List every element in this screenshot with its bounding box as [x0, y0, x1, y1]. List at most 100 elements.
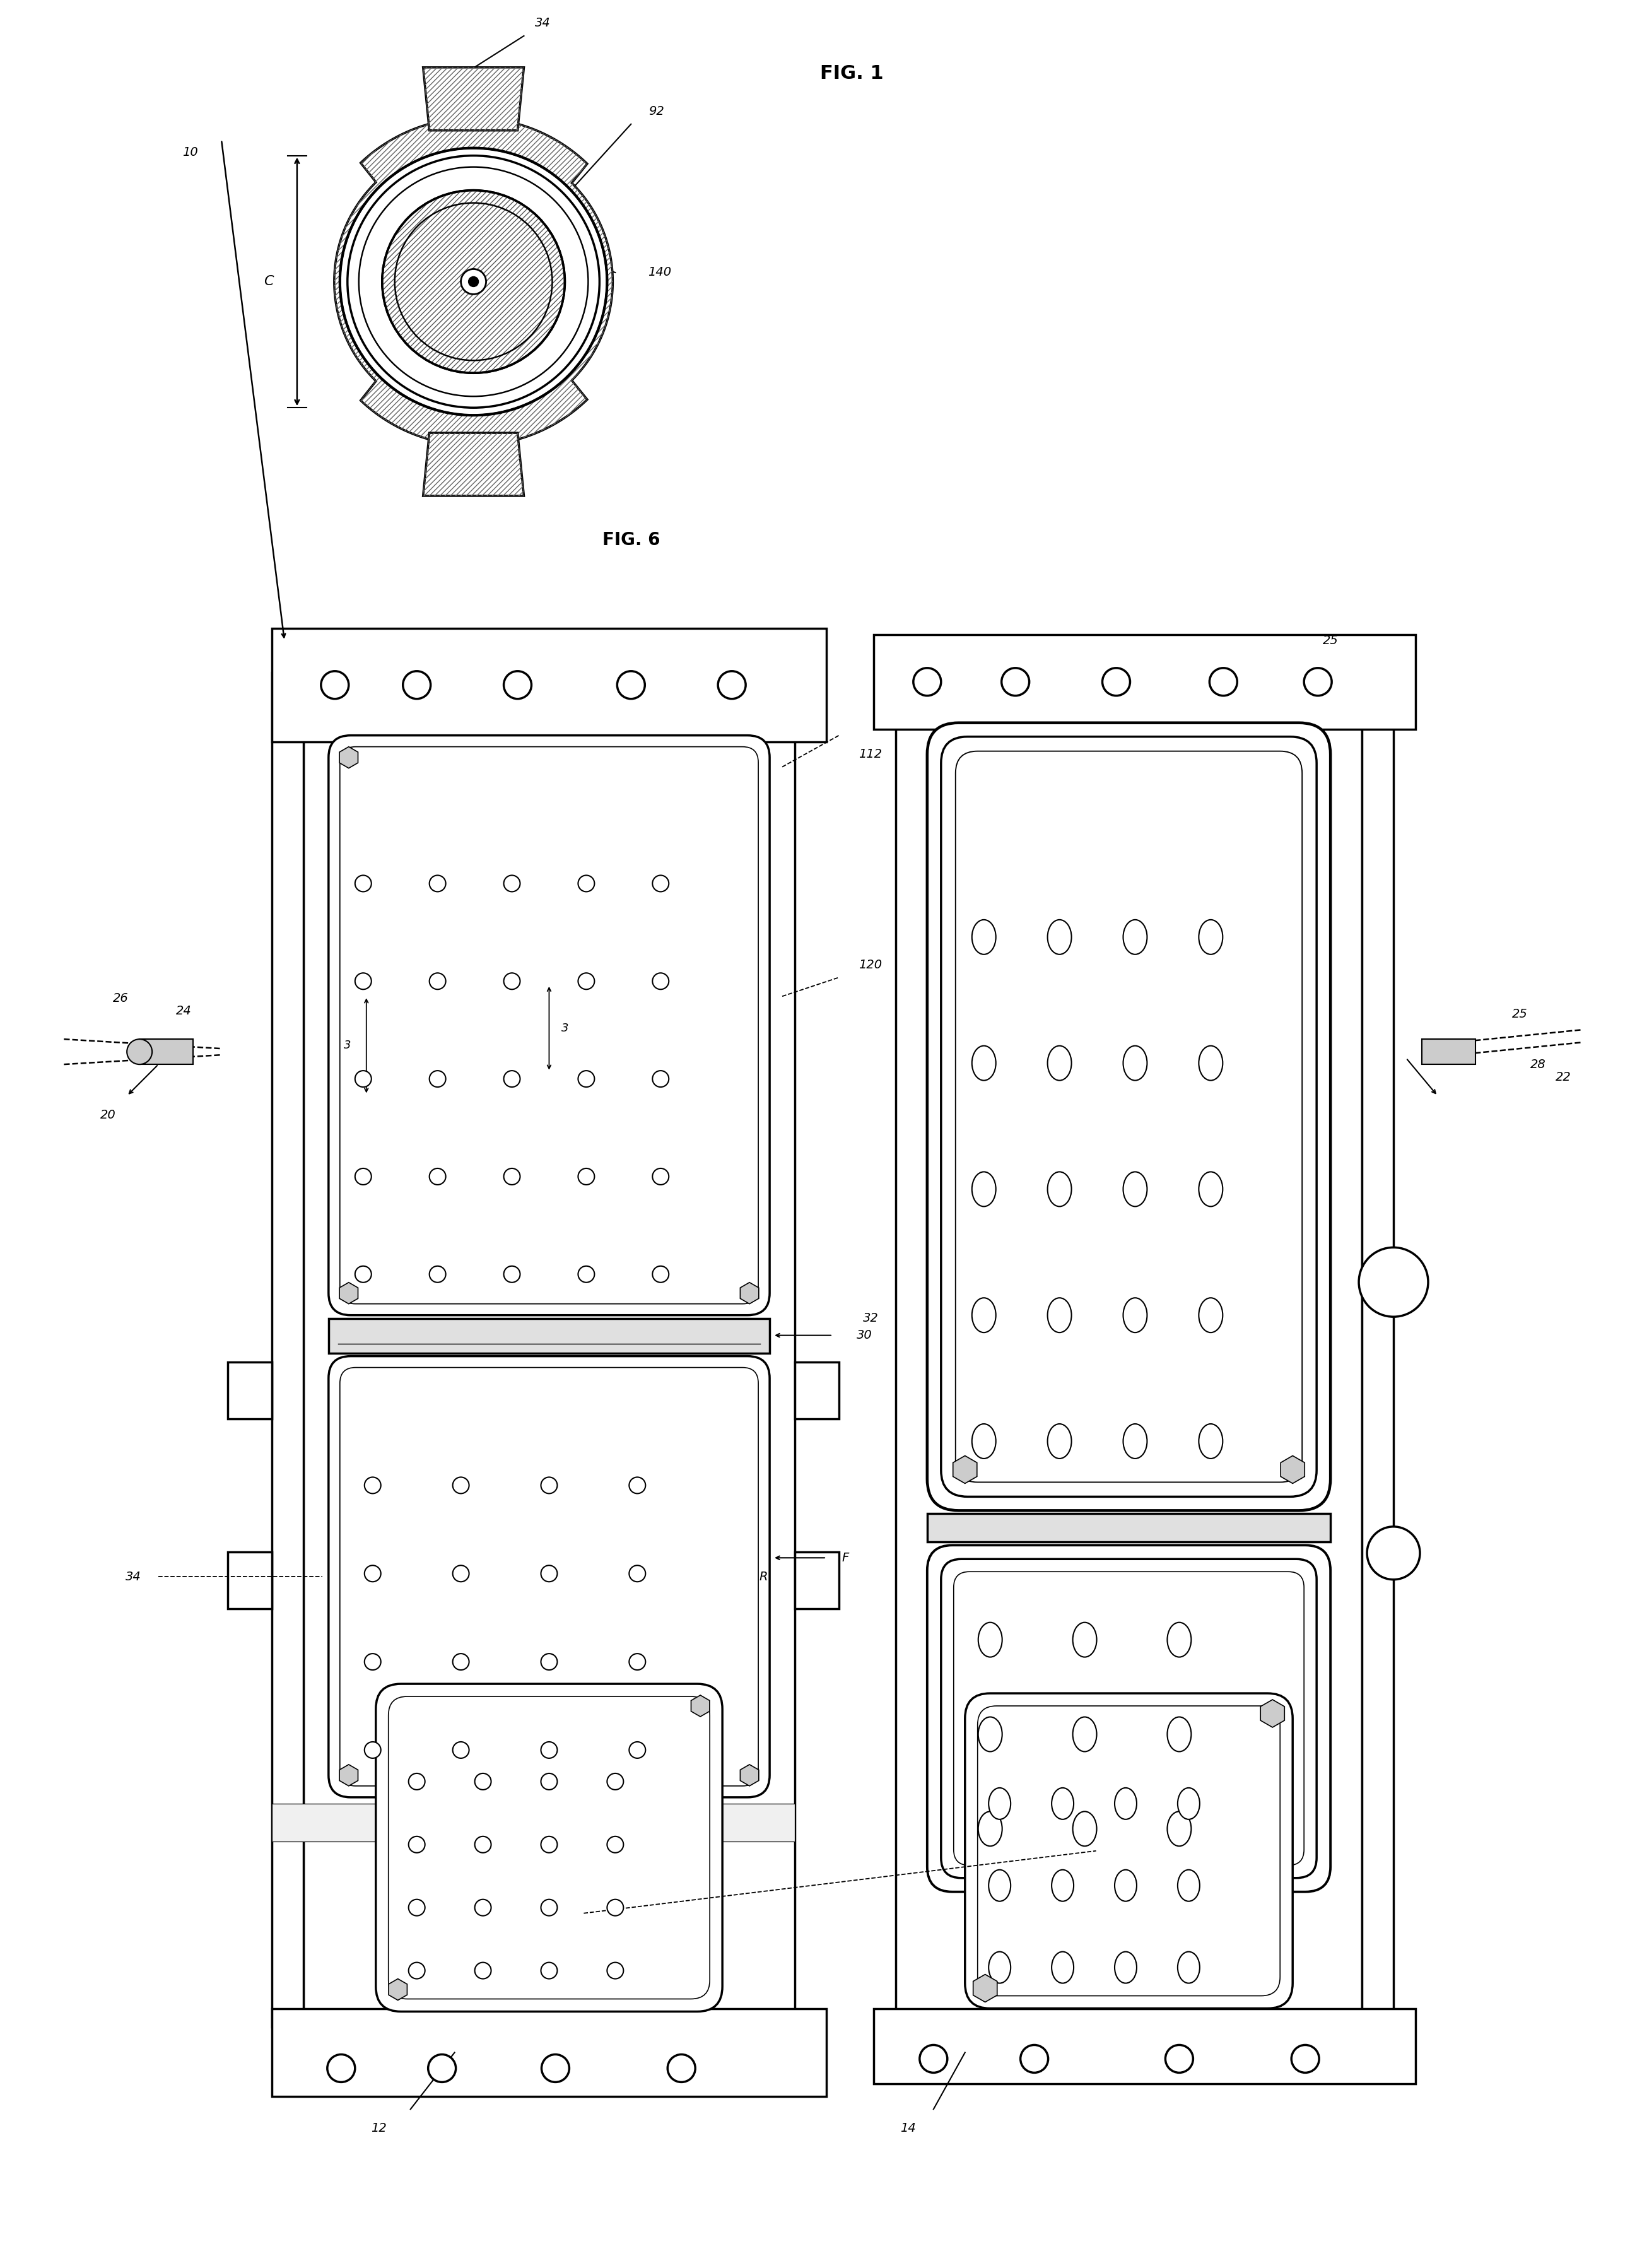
- Circle shape: [542, 2055, 570, 2082]
- FancyBboxPatch shape: [941, 737, 1317, 1497]
- Ellipse shape: [988, 1953, 1011, 1982]
- FancyBboxPatch shape: [389, 1696, 709, 1998]
- Circle shape: [365, 1565, 381, 1581]
- Circle shape: [540, 1742, 557, 1758]
- Circle shape: [468, 277, 478, 286]
- Polygon shape: [741, 1765, 759, 1785]
- Circle shape: [629, 1565, 645, 1581]
- Polygon shape: [1281, 1456, 1305, 1483]
- Polygon shape: [741, 1281, 759, 1304]
- Circle shape: [475, 1898, 491, 1916]
- Text: 120: 120: [859, 959, 882, 971]
- Circle shape: [608, 1774, 624, 1789]
- Text: 22: 22: [1557, 1070, 1571, 1082]
- Text: 30: 30: [857, 1329, 872, 1340]
- Circle shape: [365, 1653, 381, 1669]
- Circle shape: [504, 671, 532, 699]
- Circle shape: [475, 1837, 491, 1853]
- Circle shape: [578, 1070, 594, 1086]
- Circle shape: [504, 1168, 521, 1184]
- Circle shape: [355, 1070, 371, 1086]
- Circle shape: [540, 1962, 557, 1978]
- Polygon shape: [389, 1978, 407, 2000]
- Circle shape: [409, 1898, 425, 1916]
- Circle shape: [429, 1070, 445, 1086]
- Circle shape: [355, 875, 371, 891]
- Ellipse shape: [972, 1424, 995, 1458]
- Circle shape: [629, 1653, 645, 1669]
- Circle shape: [578, 1266, 594, 1281]
- Ellipse shape: [1123, 1297, 1148, 1334]
- Polygon shape: [340, 746, 358, 769]
- Ellipse shape: [1177, 1953, 1200, 1982]
- Text: FIG. 6: FIG. 6: [603, 531, 660, 549]
- Text: 3: 3: [562, 1023, 568, 1034]
- Text: 20: 20: [100, 1109, 117, 1120]
- Circle shape: [540, 1898, 557, 1916]
- Circle shape: [1291, 2046, 1319, 2073]
- Ellipse shape: [1051, 1787, 1074, 1819]
- Ellipse shape: [1123, 1046, 1148, 1080]
- FancyBboxPatch shape: [376, 1683, 722, 2012]
- FancyBboxPatch shape: [328, 1356, 770, 1796]
- Circle shape: [355, 973, 371, 989]
- Text: 14: 14: [900, 2123, 916, 2134]
- Text: 32: 32: [862, 1313, 878, 1325]
- Ellipse shape: [979, 1717, 1002, 1751]
- Ellipse shape: [972, 1297, 995, 1334]
- Circle shape: [652, 973, 668, 989]
- Circle shape: [629, 1476, 645, 1495]
- Bar: [228, 1551, 273, 1608]
- Circle shape: [1210, 669, 1236, 696]
- Bar: [273, 671, 304, 2028]
- FancyBboxPatch shape: [928, 723, 1330, 1510]
- Circle shape: [504, 1266, 521, 1281]
- Text: 25: 25: [1512, 1007, 1527, 1021]
- Ellipse shape: [1199, 921, 1223, 955]
- Circle shape: [409, 1962, 425, 1978]
- Circle shape: [1166, 2046, 1194, 2073]
- Circle shape: [429, 2055, 456, 2082]
- Polygon shape: [952, 1456, 977, 1483]
- Bar: [874, 635, 1415, 728]
- Circle shape: [608, 1962, 624, 1978]
- FancyBboxPatch shape: [340, 1368, 759, 1785]
- Circle shape: [617, 671, 645, 699]
- Circle shape: [718, 671, 745, 699]
- Bar: [328, 1318, 770, 1354]
- Bar: [304, 671, 795, 2028]
- Ellipse shape: [1051, 1953, 1074, 1982]
- Bar: [795, 1363, 839, 1420]
- Circle shape: [1102, 669, 1130, 696]
- Text: F: F: [842, 1551, 849, 1565]
- Ellipse shape: [1051, 1869, 1074, 1901]
- FancyBboxPatch shape: [928, 1545, 1330, 1892]
- Polygon shape: [340, 1281, 358, 1304]
- Ellipse shape: [1072, 1812, 1097, 1846]
- Circle shape: [504, 1070, 521, 1086]
- Text: 34: 34: [535, 18, 550, 29]
- Polygon shape: [1261, 1699, 1284, 1728]
- Circle shape: [652, 875, 668, 891]
- Circle shape: [540, 1565, 557, 1581]
- Circle shape: [461, 270, 486, 295]
- FancyBboxPatch shape: [954, 1572, 1304, 1864]
- Circle shape: [475, 1774, 491, 1789]
- Bar: [140, 1039, 194, 1064]
- Circle shape: [652, 1168, 668, 1184]
- Circle shape: [913, 669, 941, 696]
- Ellipse shape: [1199, 1046, 1223, 1080]
- FancyBboxPatch shape: [340, 746, 759, 1304]
- Text: 112: 112: [859, 748, 882, 760]
- Circle shape: [320, 671, 348, 699]
- Bar: [273, 2009, 826, 2096]
- Ellipse shape: [1072, 1717, 1097, 1751]
- Circle shape: [475, 1962, 491, 1978]
- Circle shape: [504, 875, 521, 891]
- Circle shape: [409, 1837, 425, 1853]
- Ellipse shape: [1115, 1869, 1136, 1901]
- Circle shape: [540, 1476, 557, 1495]
- Circle shape: [540, 1837, 557, 1853]
- Circle shape: [540, 1653, 557, 1669]
- Ellipse shape: [1177, 1869, 1200, 1901]
